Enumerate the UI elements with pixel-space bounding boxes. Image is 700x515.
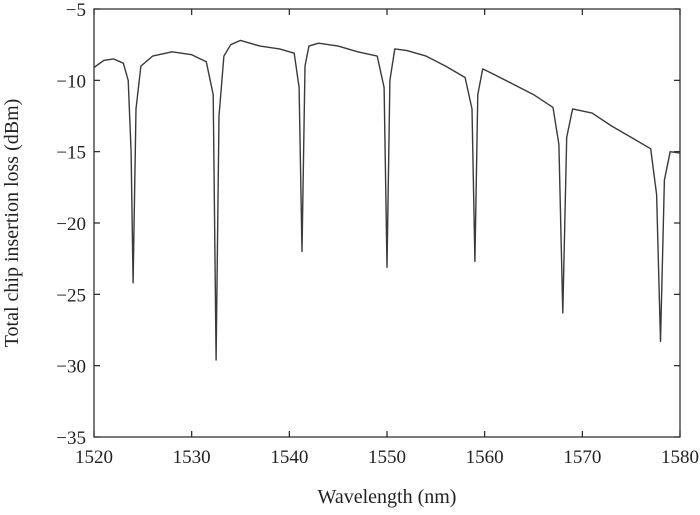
x-tick-label: 1570 <box>563 447 601 468</box>
y-tick-label: −25 <box>56 285 86 306</box>
x-tick-label: 1530 <box>173 447 211 468</box>
y-tick-label: −30 <box>56 357 86 378</box>
y-tick-label: −10 <box>56 71 86 92</box>
y-tick-label: −5 <box>66 0 86 21</box>
y-tick-label: −20 <box>56 214 86 235</box>
y-tick-label: −35 <box>56 428 86 449</box>
x-tick-label: 1560 <box>466 447 504 468</box>
y-axis: −35 −30 −25 −20 −15 −10 −5 <box>56 0 680 449</box>
insertion-loss-line <box>93 39 681 361</box>
x-tick-label: 1540 <box>270 447 308 468</box>
x-tick-label: 1550 <box>368 447 406 468</box>
y-axis-label: Total chip insertion loss (dBm) <box>1 99 23 348</box>
y-tick-label: −15 <box>56 143 86 164</box>
x-tick-label: 1520 <box>75 447 113 468</box>
x-axis-label: Wavelength (nm) <box>318 486 457 508</box>
x-axis: 1520 1530 1540 1550 1560 1570 1580 <box>75 9 699 468</box>
x-tick-label: 1580 <box>661 447 699 468</box>
